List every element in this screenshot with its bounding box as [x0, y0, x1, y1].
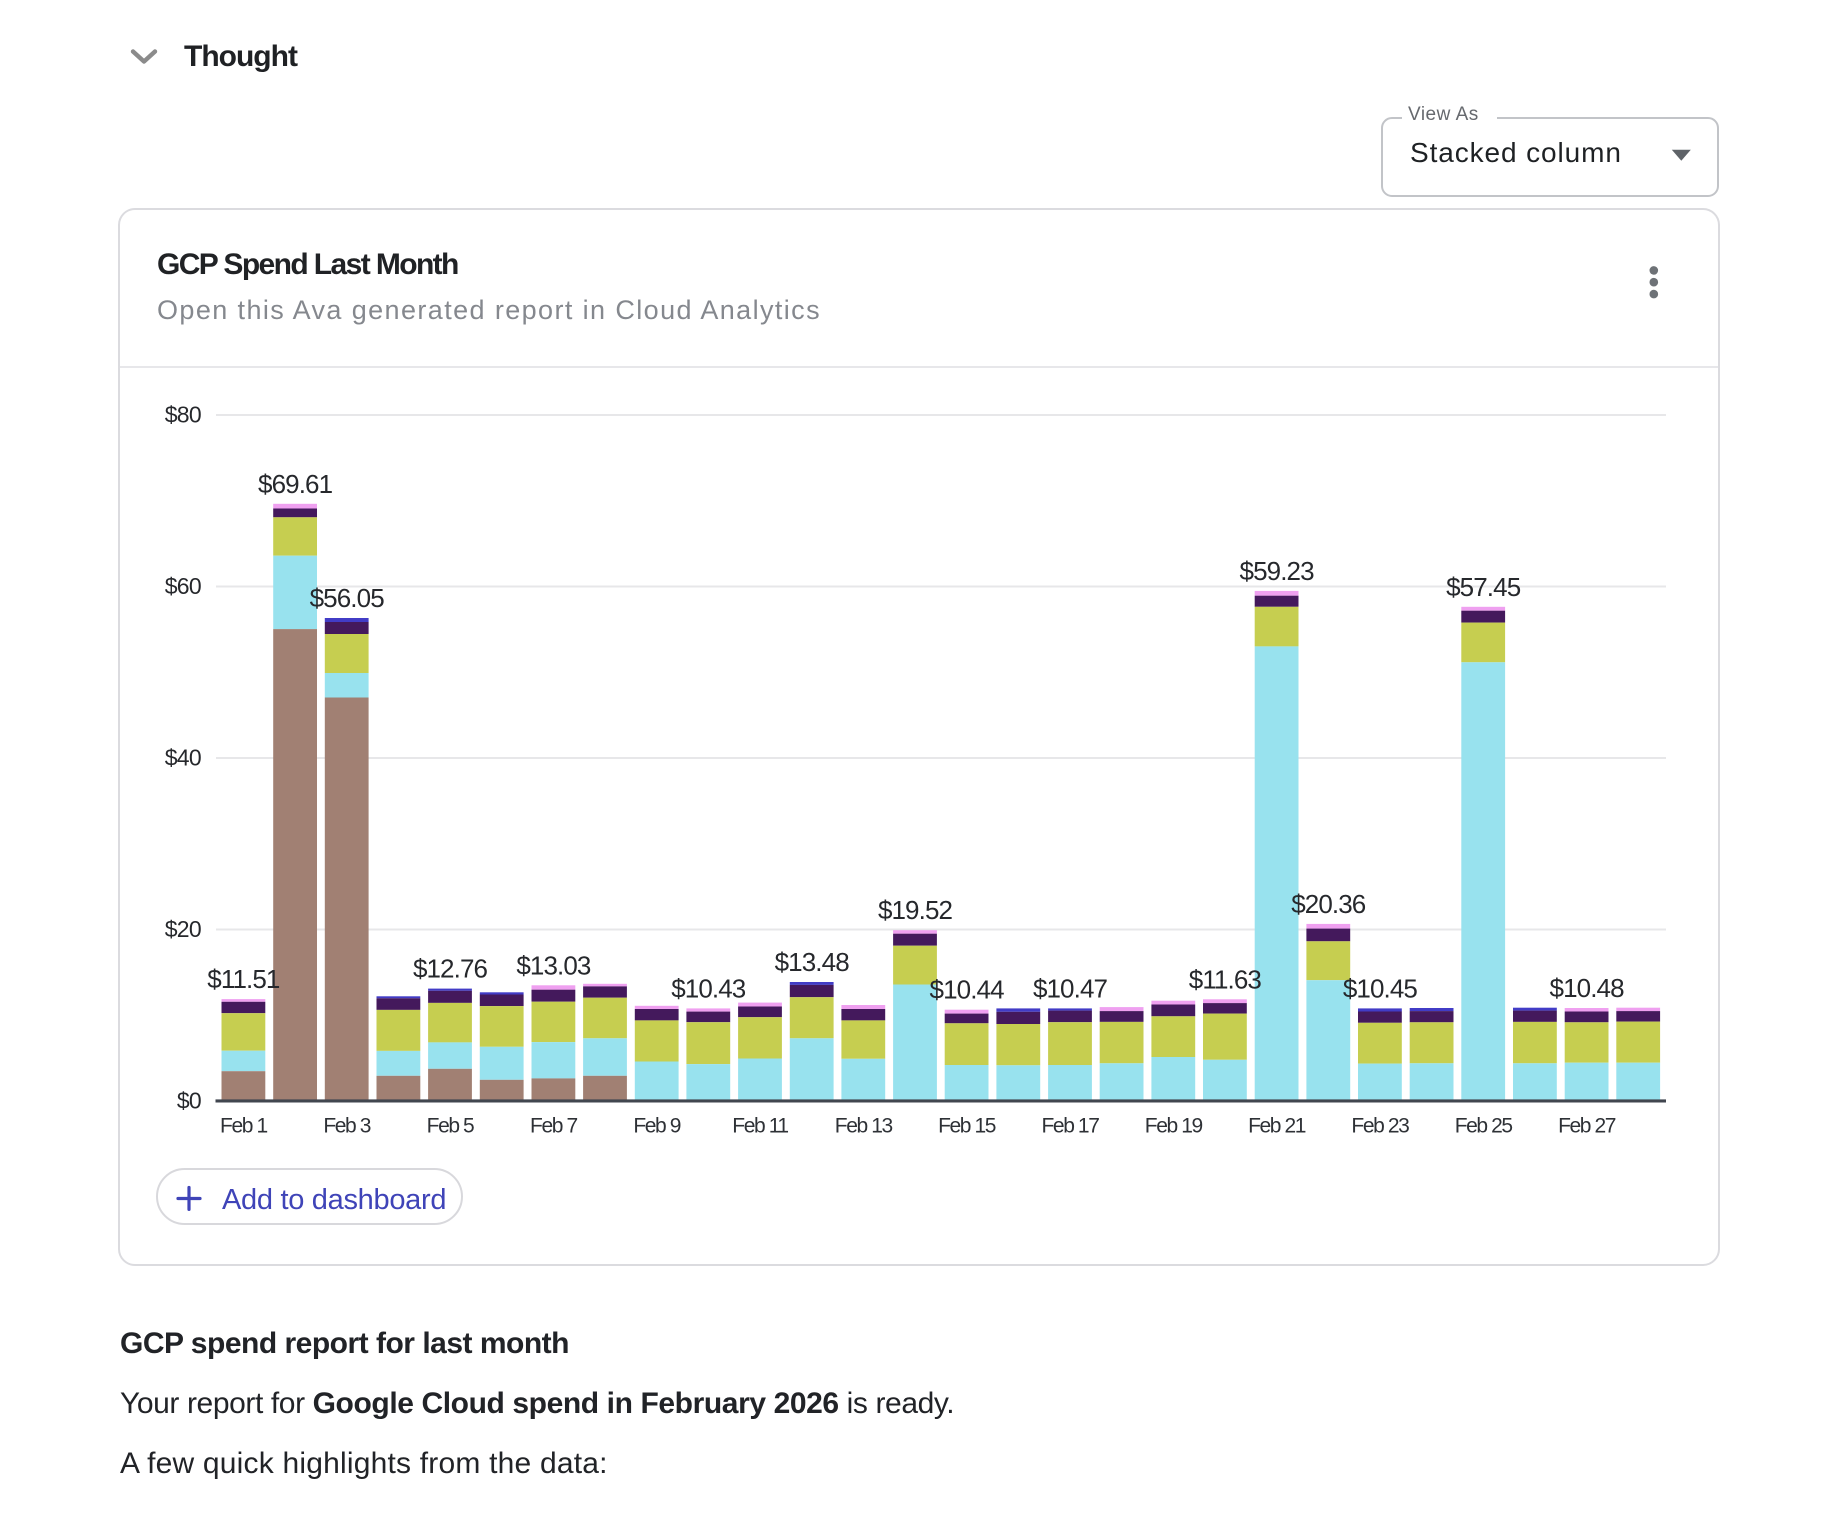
svg-text:Feb 15: Feb 15 — [938, 1115, 996, 1138]
svg-text:$10.45: $10.45 — [1343, 973, 1418, 1003]
svg-text:Feb 3: Feb 3 — [323, 1115, 370, 1138]
svg-text:$13.03: $13.03 — [516, 950, 591, 980]
svg-text:Feb 7: Feb 7 — [530, 1115, 577, 1138]
svg-text:Feb 21: Feb 21 — [1248, 1115, 1306, 1138]
svg-text:$19.52: $19.52 — [878, 895, 953, 925]
svg-text:Feb 23: Feb 23 — [1351, 1115, 1409, 1138]
svg-text:$11.51: $11.51 — [207, 964, 280, 994]
svg-text:$11.63: $11.63 — [1189, 964, 1262, 994]
svg-text:$20: $20 — [165, 916, 201, 942]
svg-text:$57.45: $57.45 — [1446, 572, 1521, 602]
svg-text:$56.05: $56.05 — [310, 583, 385, 613]
svg-text:$40: $40 — [165, 745, 201, 771]
svg-text:Feb 9: Feb 9 — [633, 1115, 680, 1138]
svg-text:Feb 25: Feb 25 — [1455, 1115, 1513, 1138]
svg-text:$0: $0 — [177, 1088, 201, 1114]
svg-text:$10.43: $10.43 — [671, 973, 746, 1003]
svg-text:Feb 17: Feb 17 — [1042, 1115, 1100, 1138]
svg-text:$69.61: $69.61 — [258, 469, 333, 499]
svg-text:$59.23: $59.23 — [1240, 556, 1315, 586]
svg-text:$60: $60 — [165, 573, 201, 599]
svg-text:$80: $80 — [165, 402, 201, 428]
svg-text:Feb 5: Feb 5 — [427, 1115, 474, 1138]
svg-text:Feb 11: Feb 11 — [732, 1115, 788, 1138]
svg-text:$10.47: $10.47 — [1033, 973, 1108, 1003]
svg-text:$10.48: $10.48 — [1550, 973, 1625, 1003]
svg-text:Feb 27: Feb 27 — [1558, 1115, 1616, 1138]
svg-text:$13.48: $13.48 — [775, 947, 850, 977]
svg-text:Feb 13: Feb 13 — [835, 1115, 893, 1138]
svg-text:$12.76: $12.76 — [413, 954, 488, 984]
svg-text:$10.44: $10.44 — [930, 975, 1005, 1005]
svg-text:Feb 1: Feb 1 — [220, 1115, 267, 1138]
svg-text:$20.36: $20.36 — [1291, 889, 1366, 919]
svg-text:Feb 19: Feb 19 — [1145, 1115, 1203, 1138]
